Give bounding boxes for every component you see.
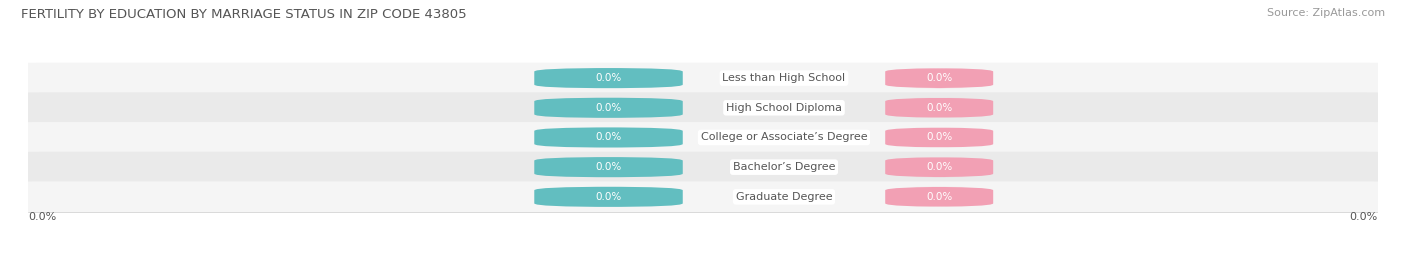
Text: 0.0%: 0.0% (927, 132, 952, 143)
FancyBboxPatch shape (14, 181, 1392, 212)
Text: High School Diploma: High School Diploma (725, 103, 842, 113)
FancyBboxPatch shape (886, 128, 993, 148)
FancyBboxPatch shape (886, 157, 993, 177)
FancyBboxPatch shape (534, 128, 683, 148)
FancyBboxPatch shape (14, 92, 1392, 123)
Text: 0.0%: 0.0% (595, 162, 621, 172)
FancyBboxPatch shape (14, 63, 1392, 94)
Text: 0.0%: 0.0% (927, 73, 952, 83)
Text: 0.0%: 0.0% (595, 192, 621, 202)
Text: Less than High School: Less than High School (723, 73, 845, 83)
Text: 0.0%: 0.0% (595, 132, 621, 143)
Text: Graduate Degree: Graduate Degree (735, 192, 832, 202)
FancyBboxPatch shape (534, 98, 683, 118)
Text: College or Associate’s Degree: College or Associate’s Degree (700, 132, 868, 143)
FancyBboxPatch shape (886, 68, 993, 88)
Text: 0.0%: 0.0% (927, 103, 952, 113)
FancyBboxPatch shape (534, 68, 683, 88)
FancyBboxPatch shape (534, 187, 683, 207)
Text: 0.0%: 0.0% (927, 192, 952, 202)
Text: 0.0%: 0.0% (28, 212, 56, 222)
FancyBboxPatch shape (534, 157, 683, 177)
Text: 0.0%: 0.0% (1350, 212, 1378, 222)
FancyBboxPatch shape (14, 122, 1392, 153)
FancyBboxPatch shape (886, 98, 993, 118)
Text: 0.0%: 0.0% (595, 73, 621, 83)
Text: Bachelor’s Degree: Bachelor’s Degree (733, 162, 835, 172)
Text: FERTILITY BY EDUCATION BY MARRIAGE STATUS IN ZIP CODE 43805: FERTILITY BY EDUCATION BY MARRIAGE STATU… (21, 8, 467, 21)
Text: 0.0%: 0.0% (927, 162, 952, 172)
Text: Source: ZipAtlas.com: Source: ZipAtlas.com (1267, 8, 1385, 18)
FancyBboxPatch shape (14, 152, 1392, 183)
FancyBboxPatch shape (886, 187, 993, 207)
Text: 0.0%: 0.0% (595, 103, 621, 113)
